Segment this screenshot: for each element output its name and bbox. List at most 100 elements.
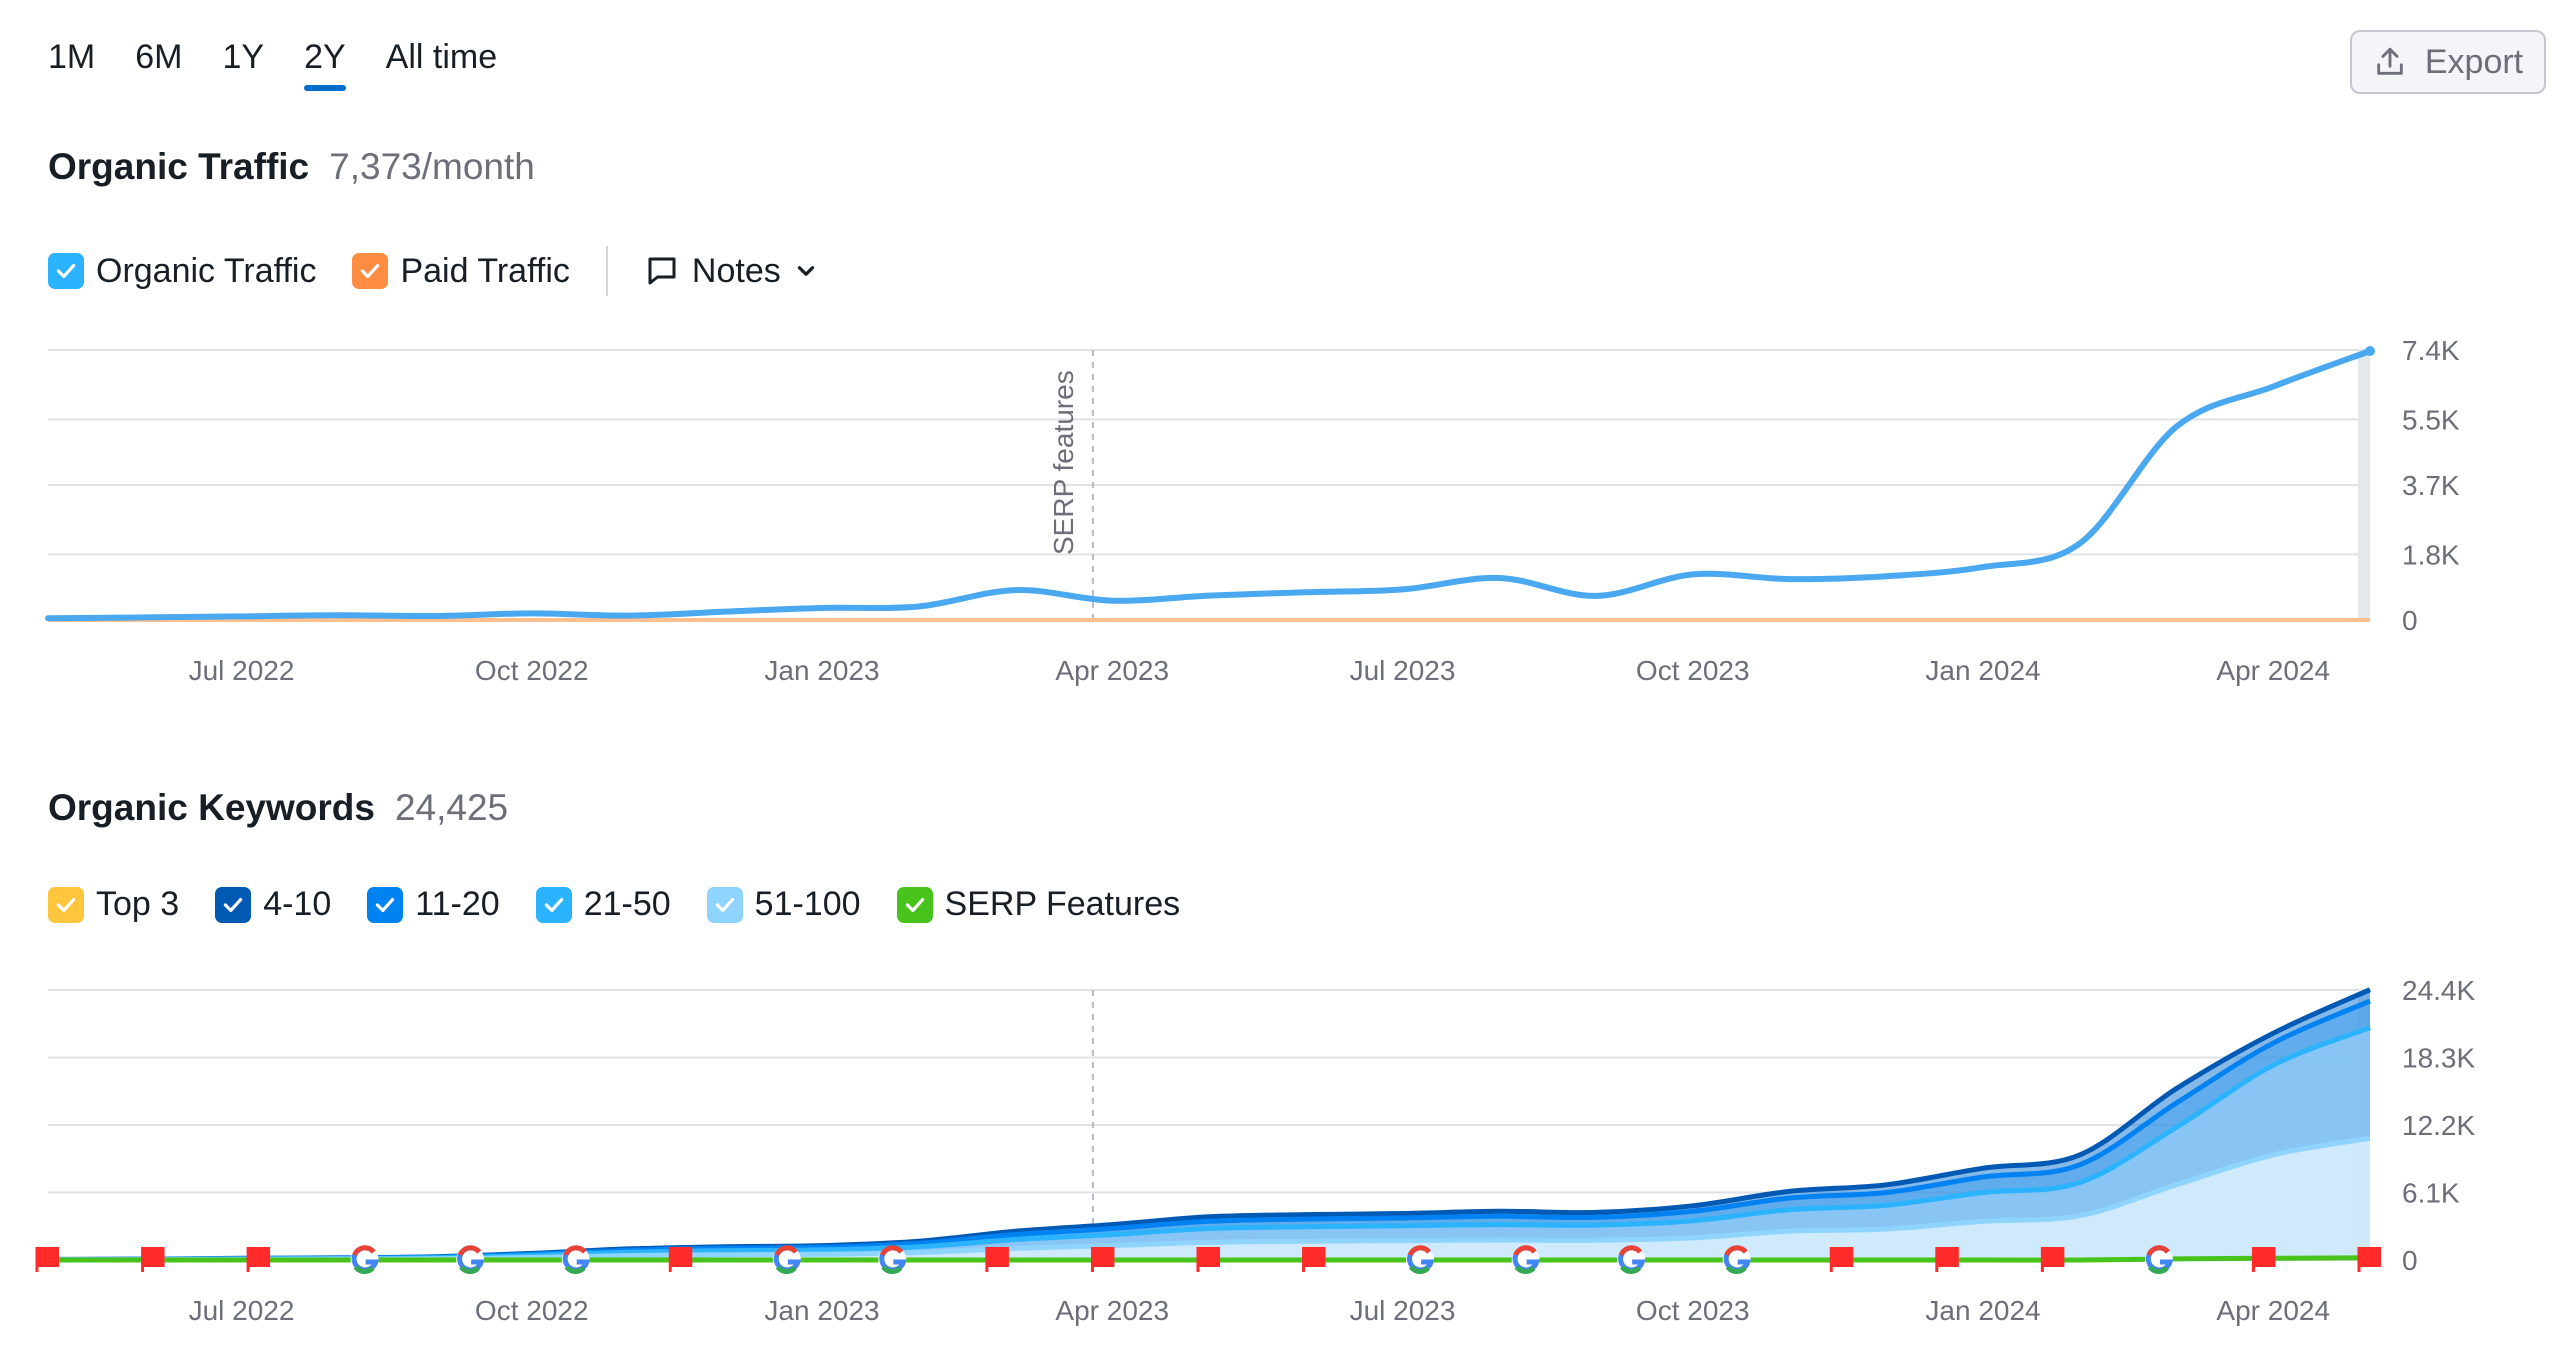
keywords-legend: Top 3 4-10 11-20 21-50 51-100 SERP Featu… [48,885,1216,924]
legend-divider [605,246,608,296]
x-tick-label: Oct 2022 [475,655,589,686]
x-tick-label: Jul 2022 [189,655,295,686]
google-g-red [352,1245,376,1257]
checkbox-checked-icon[interactable] [48,253,84,289]
comment-icon [648,257,676,285]
organic-traffic-chart: 0 1.8K 3.7K 5.5K 7.4K Jul 2022 Oct 2022 Jan 202… [45,335,2460,686]
flag-shape [1936,1247,1959,1267]
legend-label: Paid Traffic [400,251,570,290]
google-g-red [1513,1245,1537,1257]
traffic-title-block: Organic Traffic 7,373/month [48,146,535,188]
y-tick-label: 3.7K [2402,470,2460,501]
period-tab-1m[interactable]: 1M [48,38,96,76]
google-marker-icon[interactable] [1406,1245,1435,1275]
period-tab-1y[interactable]: 1Y [222,38,265,76]
legend-top-3[interactable]: Top 3 [48,885,179,924]
flag-marker-icon[interactable] [1829,1247,1854,1272]
keywords-value: 24,425 [394,787,509,828]
google-g-red [1618,1245,1643,1257]
x-tick-label: Jan 2023 [764,655,879,686]
flag-marker-icon[interactable] [1196,1247,1220,1272]
google-g-green [353,1265,375,1275]
flag-marker-icon[interactable] [246,1247,271,1272]
y-tick-label: 0 [2402,1245,2418,1276]
flag-marker-icon[interactable] [1302,1247,1326,1272]
google-marker-icon[interactable] [561,1245,591,1275]
flag-marker-icon[interactable] [141,1247,165,1272]
x-tick-label: Oct 2022 [475,1295,589,1326]
flag-marker-icon[interactable] [2040,1247,2065,1272]
google-g-green [1409,1265,1430,1275]
x-tick-label: Jan 2024 [1925,655,2040,686]
flag-marker-icon[interactable] [35,1247,59,1272]
checkbox-checked-icon[interactable] [706,886,743,923]
checkbox-checked-icon[interactable] [896,886,933,923]
flag-marker-icon[interactable] [1090,1247,1115,1272]
traffic-legend: Organic Traffic Paid Traffic Notes [48,246,819,296]
checkbox-checked-icon[interactable] [535,886,572,923]
period-tab-6m[interactable]: 6M [135,38,183,76]
legend-organic-traffic[interactable]: Organic Traffic [48,252,316,291]
y-tick-label: 0 [2402,605,2418,636]
period-tab-2y[interactable]: 2Y [304,38,346,91]
flag-shape [1092,1247,1115,1267]
google-g-red [774,1245,798,1257]
flag-marker-icon[interactable] [2251,1247,2276,1272]
y-tick-label: 24.4K [2402,975,2475,1006]
traffic-title: Organic Traffic [48,146,310,187]
notes-label: Notes [691,251,781,290]
legend-label: Top 3 [96,885,180,923]
legend-paid-traffic[interactable]: Paid Traffic [352,251,570,291]
legend-51-100[interactable]: 51-100 [706,885,861,924]
flag-marker-icon[interactable] [985,1247,1009,1272]
flag-shape [2359,1247,2381,1267]
x-tick-label: Jan 2024 [1925,1295,2040,1326]
google-g-green [459,1265,481,1275]
legend-serp-features[interactable]: SERP Features [896,885,1181,924]
x-tick-label: Jan 2023 [764,1295,879,1326]
checkbox-checked-icon[interactable] [367,886,404,923]
google-g-red [457,1245,482,1257]
x-tick-label: Apr 2023 [1055,655,1169,686]
traffic-value: 7,373/month [329,146,535,187]
google-g-green [1514,1265,1536,1275]
flag-shape [1303,1247,1326,1267]
google-marker-icon[interactable] [1722,1245,1752,1275]
legend-label: SERP Features [944,885,1181,923]
organic-keywords-chart: 0 6.1K 12.2K 18.3K 24.4K Jul 2022 Oct 2022 Jan … [35,975,2475,1326]
notes-dropdown[interactable]: Notes [644,252,819,291]
flag-marker-icon[interactable] [2357,1247,2381,1272]
checkbox-checked-icon[interactable] [215,886,252,923]
google-marker-icon[interactable] [1511,1245,1540,1275]
google-marker-icon[interactable] [878,1245,907,1275]
google-g-red [880,1245,904,1257]
flag-shape [1198,1247,1220,1267]
y-tick-label: 7.4K [2402,335,2460,366]
legend-label: 11-20 [415,885,500,923]
legend-21-50[interactable]: 21-50 [535,885,671,924]
checkbox-checked-icon[interactable] [352,253,389,289]
google-marker-icon[interactable] [1617,1245,1646,1275]
x-tick-label: Apr 2024 [2216,1295,2330,1326]
google-marker-icon[interactable] [456,1245,485,1275]
google-g-green [881,1265,903,1275]
google-marker-icon[interactable] [2144,1245,2174,1275]
x-tick-label: Jul 2022 [189,1295,295,1326]
period-tabs: 1M 6M 1Y 2Y All time [48,38,497,91]
period-tab-all-time[interactable]: All time [385,38,498,76]
export-label: Export [2424,42,2524,81]
flag-marker-icon[interactable] [1935,1247,1959,1272]
annotation-label: SERP features [1048,370,1079,555]
legend-11-20[interactable]: 11-20 [367,885,500,924]
flag-marker-icon[interactable] [668,1247,693,1272]
google-g-green [775,1265,797,1275]
chevron-down-icon [797,266,814,276]
google-g-green [1725,1265,1747,1275]
checkbox-checked-icon[interactable] [48,886,84,923]
y-tick-label: 6.1K [2402,1178,2460,1209]
x-tick-label: Jul 2023 [1350,655,1456,686]
export-button[interactable]: Export [2350,30,2546,94]
legend-4-10[interactable]: 4-10 [215,885,331,924]
google-marker-icon[interactable] [350,1245,379,1275]
google-marker-icon[interactable] [772,1245,802,1275]
